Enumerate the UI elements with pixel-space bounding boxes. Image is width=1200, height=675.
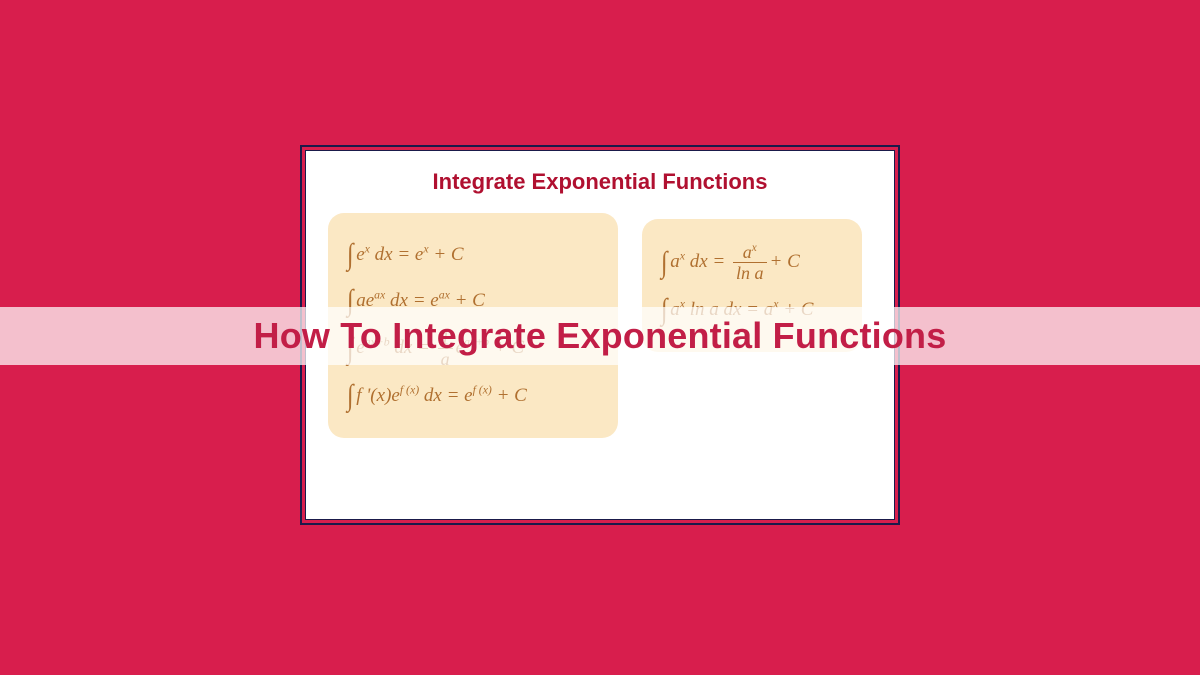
integral-icon: ∫	[347, 378, 354, 414]
integral-icon: ∫	[661, 245, 668, 281]
fraction: ax ln a	[733, 243, 767, 282]
overlay-band: How To Integrate Exponential Functions	[0, 307, 1200, 365]
term: ex dx	[356, 244, 392, 267]
equals: =	[393, 244, 415, 267]
term: ef (x) + C	[464, 385, 527, 408]
integral-icon: ∫	[347, 237, 354, 273]
equals: =	[708, 251, 730, 274]
term: ex + C	[415, 244, 464, 267]
equals: =	[442, 385, 464, 408]
term: f '(x)ef (x) dx	[356, 385, 442, 408]
overlay-title: How To Integrate Exponential Functions	[254, 315, 947, 357]
term: ax dx	[670, 251, 707, 274]
formula-left-4: ∫ f '(x)ef (x) dx = ef (x) + C	[346, 378, 600, 414]
formula-right-1: ∫ ax dx = ax ln a + C	[660, 243, 844, 282]
term: + C	[770, 251, 800, 274]
formula-left-1: ∫ ex dx = ex + C	[346, 237, 600, 273]
card-title: Integrate Exponential Functions	[328, 169, 872, 195]
